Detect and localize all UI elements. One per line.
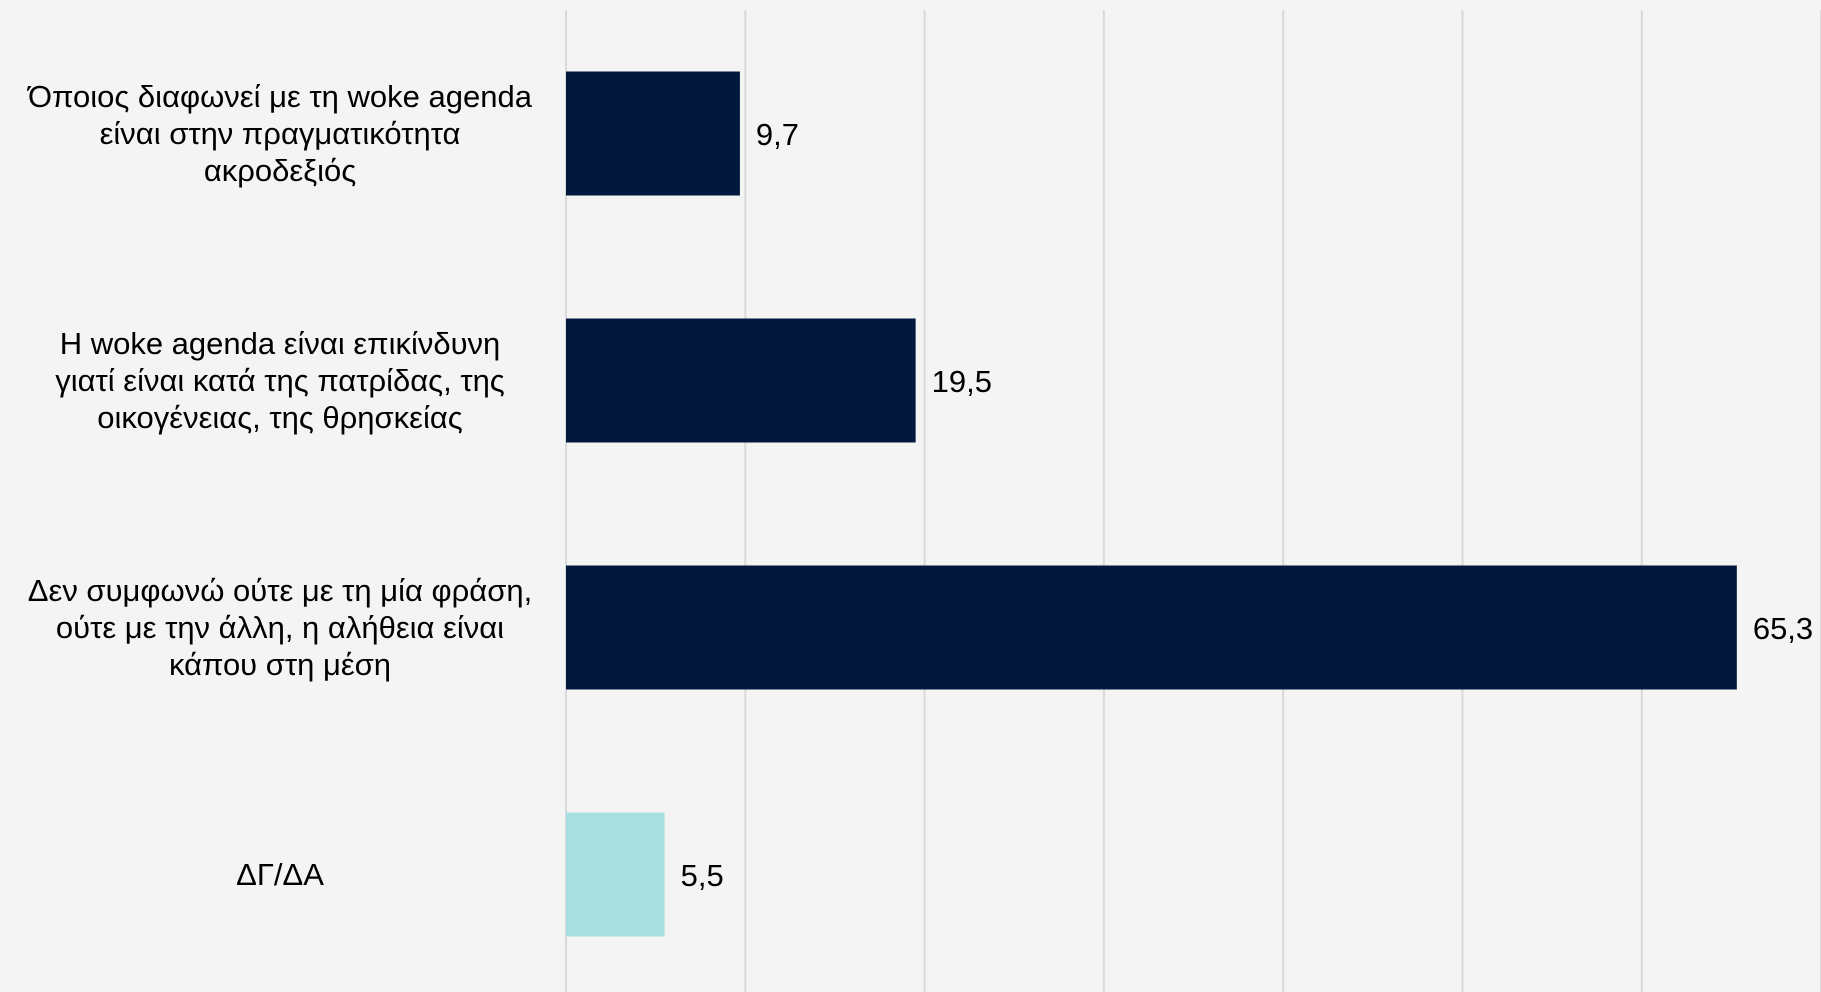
bar <box>566 812 665 937</box>
bar <box>566 318 916 443</box>
data-label: 19,5 <box>931 363 992 399</box>
category-label-line: Δεν συμφωνώ ούτε με τη μία φράση, <box>27 573 533 608</box>
category-label: Όποιος διαφωνεί με τη woke agenda είναι σ… <box>10 78 550 189</box>
category-label-line: είναι στην πραγματικότητα <box>99 116 461 151</box>
category-label-line: ούτε με την άλλη, η αλήθεια είναι <box>55 610 505 645</box>
category-label-line: γιατί είναι κατά της πατρίδας, της <box>55 363 505 398</box>
bar <box>566 565 1737 690</box>
data-label: 65,3 <box>1752 610 1814 646</box>
category-label-line: ακροδεξιός <box>203 153 357 188</box>
bar <box>566 71 740 196</box>
data-label: 5,5 <box>680 857 724 893</box>
category-label-line: οικογένειας, της θρησκείας <box>97 400 463 435</box>
category-label-line: Η woke agenda είναι επικίνδυνη <box>59 326 501 361</box>
category-label-line: Όποιος διαφωνεί με τη woke agenda <box>28 79 532 114</box>
category-label-line: ΔΓ/ΔΑ <box>236 857 324 892</box>
category-label: Η woke agenda είναι επικίνδυνη γιατί είνα… <box>10 325 550 436</box>
data-label: 9,7 <box>755 116 800 152</box>
category-label-line: κάπου στη μέση <box>168 647 392 682</box>
category-label: Δεν συμφωνώ ούτε με τη μία φράση, ούτε με… <box>10 572 550 683</box>
category-label: ΔΓ/ΔΑ <box>10 856 550 893</box>
